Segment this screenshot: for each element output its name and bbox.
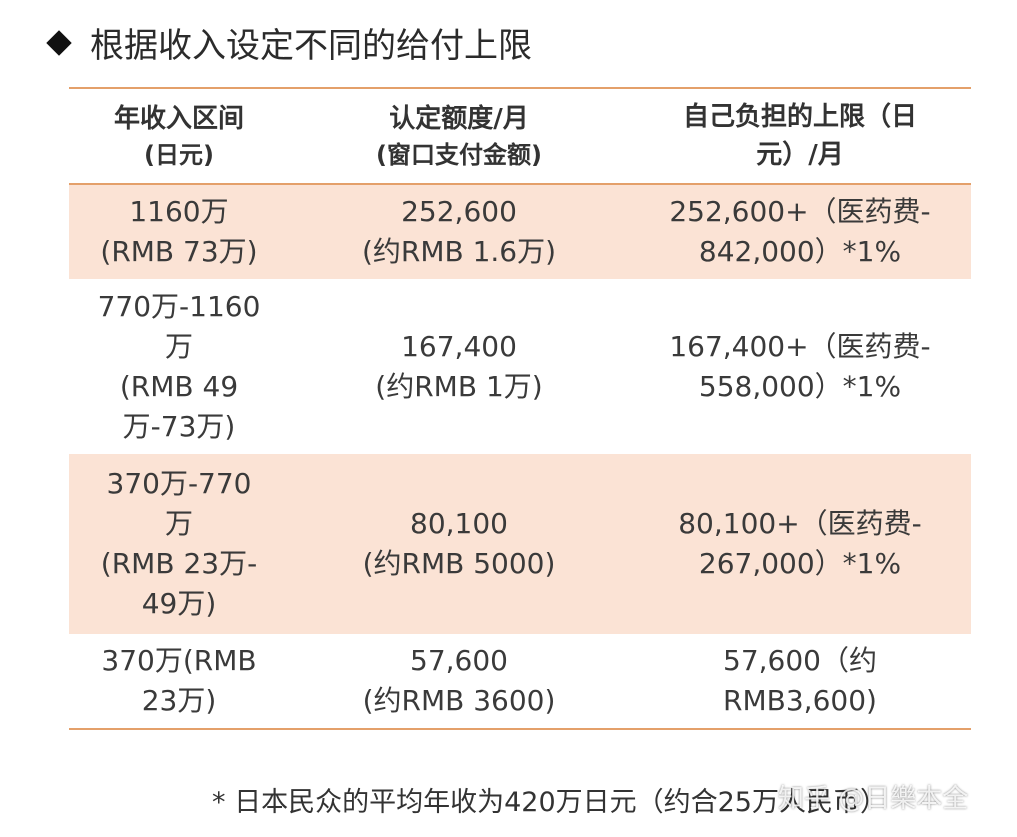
header-burden-line2: 元）/月 (756, 140, 844, 170)
table-row: 770万-1160 万 (RMB 49 万-73万) 167,400 (约RMB… (69, 279, 971, 454)
cell-text: (约RMB 5000) (362, 547, 556, 580)
table-row: 1160万 (RMB 73万) 252,600 (约RMB 1.6万) 252,… (69, 184, 971, 279)
cell-text: 370万-770 (106, 467, 252, 500)
cell-text: 167,400 (401, 329, 517, 363)
watermark: 知乎 @日樂本全 (778, 784, 969, 814)
footnote: * 日本民众的平均年收为420万日元（约合25万人民币） (212, 787, 887, 818)
cell-income: 370万-770 万 (RMB 23万- 49万) (69, 454, 289, 634)
cell-burden: 252,600+（医药费- 842,000）*1% (629, 184, 971, 279)
cell-text: 万-73万) (122, 409, 236, 443)
cell-text: 80,100+（医药费- (678, 507, 922, 540)
header-burden-line1: 自己负担的上限（日 (682, 102, 917, 132)
page-heading: 根据收入设定不同的给付上限 (46, 18, 532, 67)
cell-text: 23万) (141, 684, 217, 717)
cell-text: 267,000）*1% (698, 547, 902, 580)
header-limit-line2: (窗口支付金额) (376, 141, 542, 169)
cell-text: (RMB 73万) (100, 235, 258, 268)
cell-burden: 57,600（约 RMB3,600) (629, 634, 971, 729)
cell-text: 49万) (141, 587, 217, 620)
cell-text: 80,100 (410, 507, 508, 540)
cell-text: 万 (164, 329, 193, 363)
cell-text: 770万-1160 (97, 289, 261, 323)
cell-income: 770万-1160 万 (RMB 49 万-73万) (69, 279, 289, 454)
cell-text: 57,600 (410, 644, 508, 677)
header-income: 年收入区间 (日元) (69, 88, 289, 184)
cell-text: RMB3,600) (723, 684, 877, 717)
cell-text: (约RMB 1万) (375, 369, 543, 403)
cell-income: 1160万 (RMB 73万) (69, 184, 289, 279)
copay-limit-table: 年收入区间 (日元) 认定额度/月 (窗口支付金额) 自己负担的上限（日 元）/… (69, 87, 971, 730)
header-income-line1: 年收入区间 (113, 104, 244, 134)
table-row: 370万(RMB 23万) 57,600 (约RMB 3600) 57,600（… (69, 634, 971, 729)
cell-text: 万 (164, 507, 193, 540)
cell-income: 370万(RMB 23万) (69, 634, 289, 729)
cell-text: 558,000）*1% (698, 369, 902, 403)
cell-text: 252,600 (401, 195, 517, 228)
header-limit-line1: 认定额度/月 (389, 104, 529, 134)
cell-text: (RMB 23万- (100, 547, 258, 580)
cell-limit: 80,100 (约RMB 5000) (289, 454, 629, 634)
table-header-row: 年收入区间 (日元) 认定额度/月 (窗口支付金额) 自己负担的上限（日 元）/… (69, 88, 971, 184)
heading-text: 根据收入设定不同的给付上限 (90, 26, 532, 66)
diamond-bullet-icon (46, 29, 72, 56)
cell-text: (约RMB 3600) (362, 684, 556, 717)
cell-text: 57,600（约 (723, 644, 877, 677)
cell-burden: 80,100+（医药费- 267,000）*1% (629, 454, 971, 634)
cell-limit: 167,400 (约RMB 1万) (289, 279, 629, 454)
cell-text: (RMB 49 (119, 369, 239, 403)
cell-text: 842,000）*1% (698, 235, 902, 268)
cell-burden: 167,400+（医药费- 558,000）*1% (629, 279, 971, 454)
cell-text: 252,600+（医药费- (669, 195, 931, 228)
header-income-line2: (日元) (144, 141, 214, 169)
cell-limit: 57,600 (约RMB 3600) (289, 634, 629, 729)
cell-limit: 252,600 (约RMB 1.6万) (289, 184, 629, 279)
header-burden: 自己负担的上限（日 元）/月 (629, 88, 971, 184)
table-row: 370万-770 万 (RMB 23万- 49万) 80,100 (约RMB 5… (69, 454, 971, 634)
cell-text: 167,400+（医药费- (669, 329, 931, 363)
header-limit: 认定额度/月 (窗口支付金额) (289, 88, 629, 184)
cell-text: 1160万 (129, 195, 229, 228)
cell-text: (约RMB 1.6万) (361, 235, 557, 268)
cell-text: 370万(RMB (101, 644, 257, 677)
